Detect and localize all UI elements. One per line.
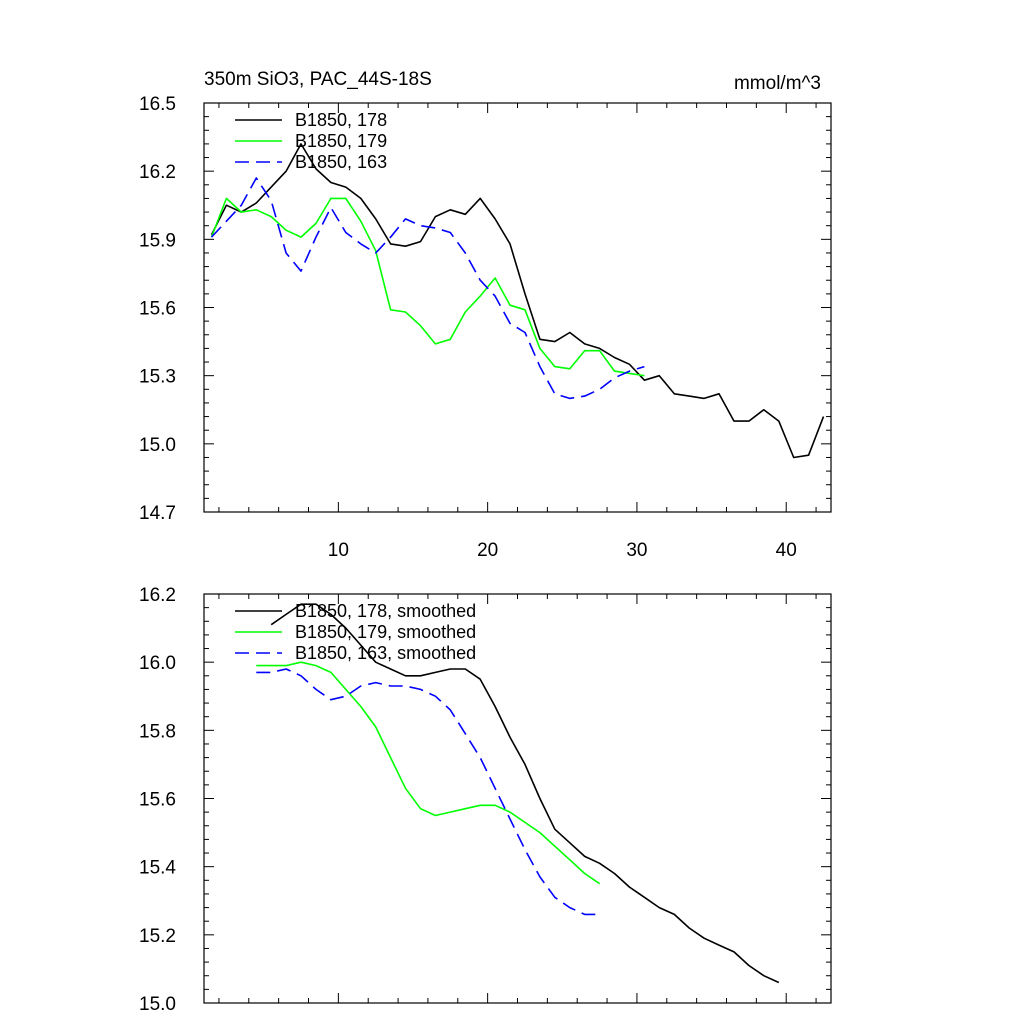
units-label: mmol/m^3 [734, 73, 821, 94]
bottom-chart-panel: 15.0 15.2 15.4 15.6 15.8 16.0 16.2 B1850, 178, … [139, 585, 832, 1015]
y-tick-label: 15.0 [139, 994, 176, 1015]
series-line-2 [210, 197, 645, 377]
legend-label-2: B1850, 179 [295, 131, 387, 151]
series-line-1 [270, 603, 780, 984]
chart-title: 350m SiO3, PAC_44S-18S [204, 69, 432, 90]
y-tick-label: 16.2 [139, 162, 176, 183]
y-tick-label: 15.6 [139, 299, 176, 320]
legend-label-2: B1850, 179, smoothed [295, 622, 476, 642]
legend-label-1: B1850, 178 [295, 110, 387, 130]
y-tick-label: 16.2 [139, 585, 176, 606]
y-tick-label: 15.3 [139, 367, 176, 388]
series-line-3 [256, 668, 600, 916]
series-line-1 [210, 143, 825, 459]
y-tick-label: 16.5 [139, 94, 176, 115]
x-tick-label: 20 [477, 540, 498, 561]
y-tick-label: 15.6 [139, 790, 176, 811]
x-tick-label: 40 [776, 540, 797, 561]
y-tick-label: 15.9 [139, 230, 176, 251]
y-tick-label: 15.2 [139, 926, 176, 947]
series-line-3 [210, 177, 645, 400]
legend-label-3: B1850, 163 [295, 152, 387, 172]
legend-label-3: B1850, 163, smoothed [295, 643, 476, 663]
y-tick-label: 16.0 [139, 653, 176, 674]
y-tick-label: 15.0 [139, 435, 176, 456]
x-tick-label: 10 [328, 540, 349, 561]
y-tick-label: 15.4 [139, 858, 176, 879]
x-tick-label: 30 [626, 540, 647, 561]
legend-label-1: B1850, 178, smoothed [295, 601, 476, 621]
series-line-2 [256, 661, 601, 885]
y-tick-label: 14.7 [139, 503, 176, 524]
top-chart-panel: 350m SiO3, PAC_44S-18S mmol/m^3 10 20 30 40 14… [139, 69, 832, 561]
y-tick-label: 15.8 [139, 721, 176, 742]
